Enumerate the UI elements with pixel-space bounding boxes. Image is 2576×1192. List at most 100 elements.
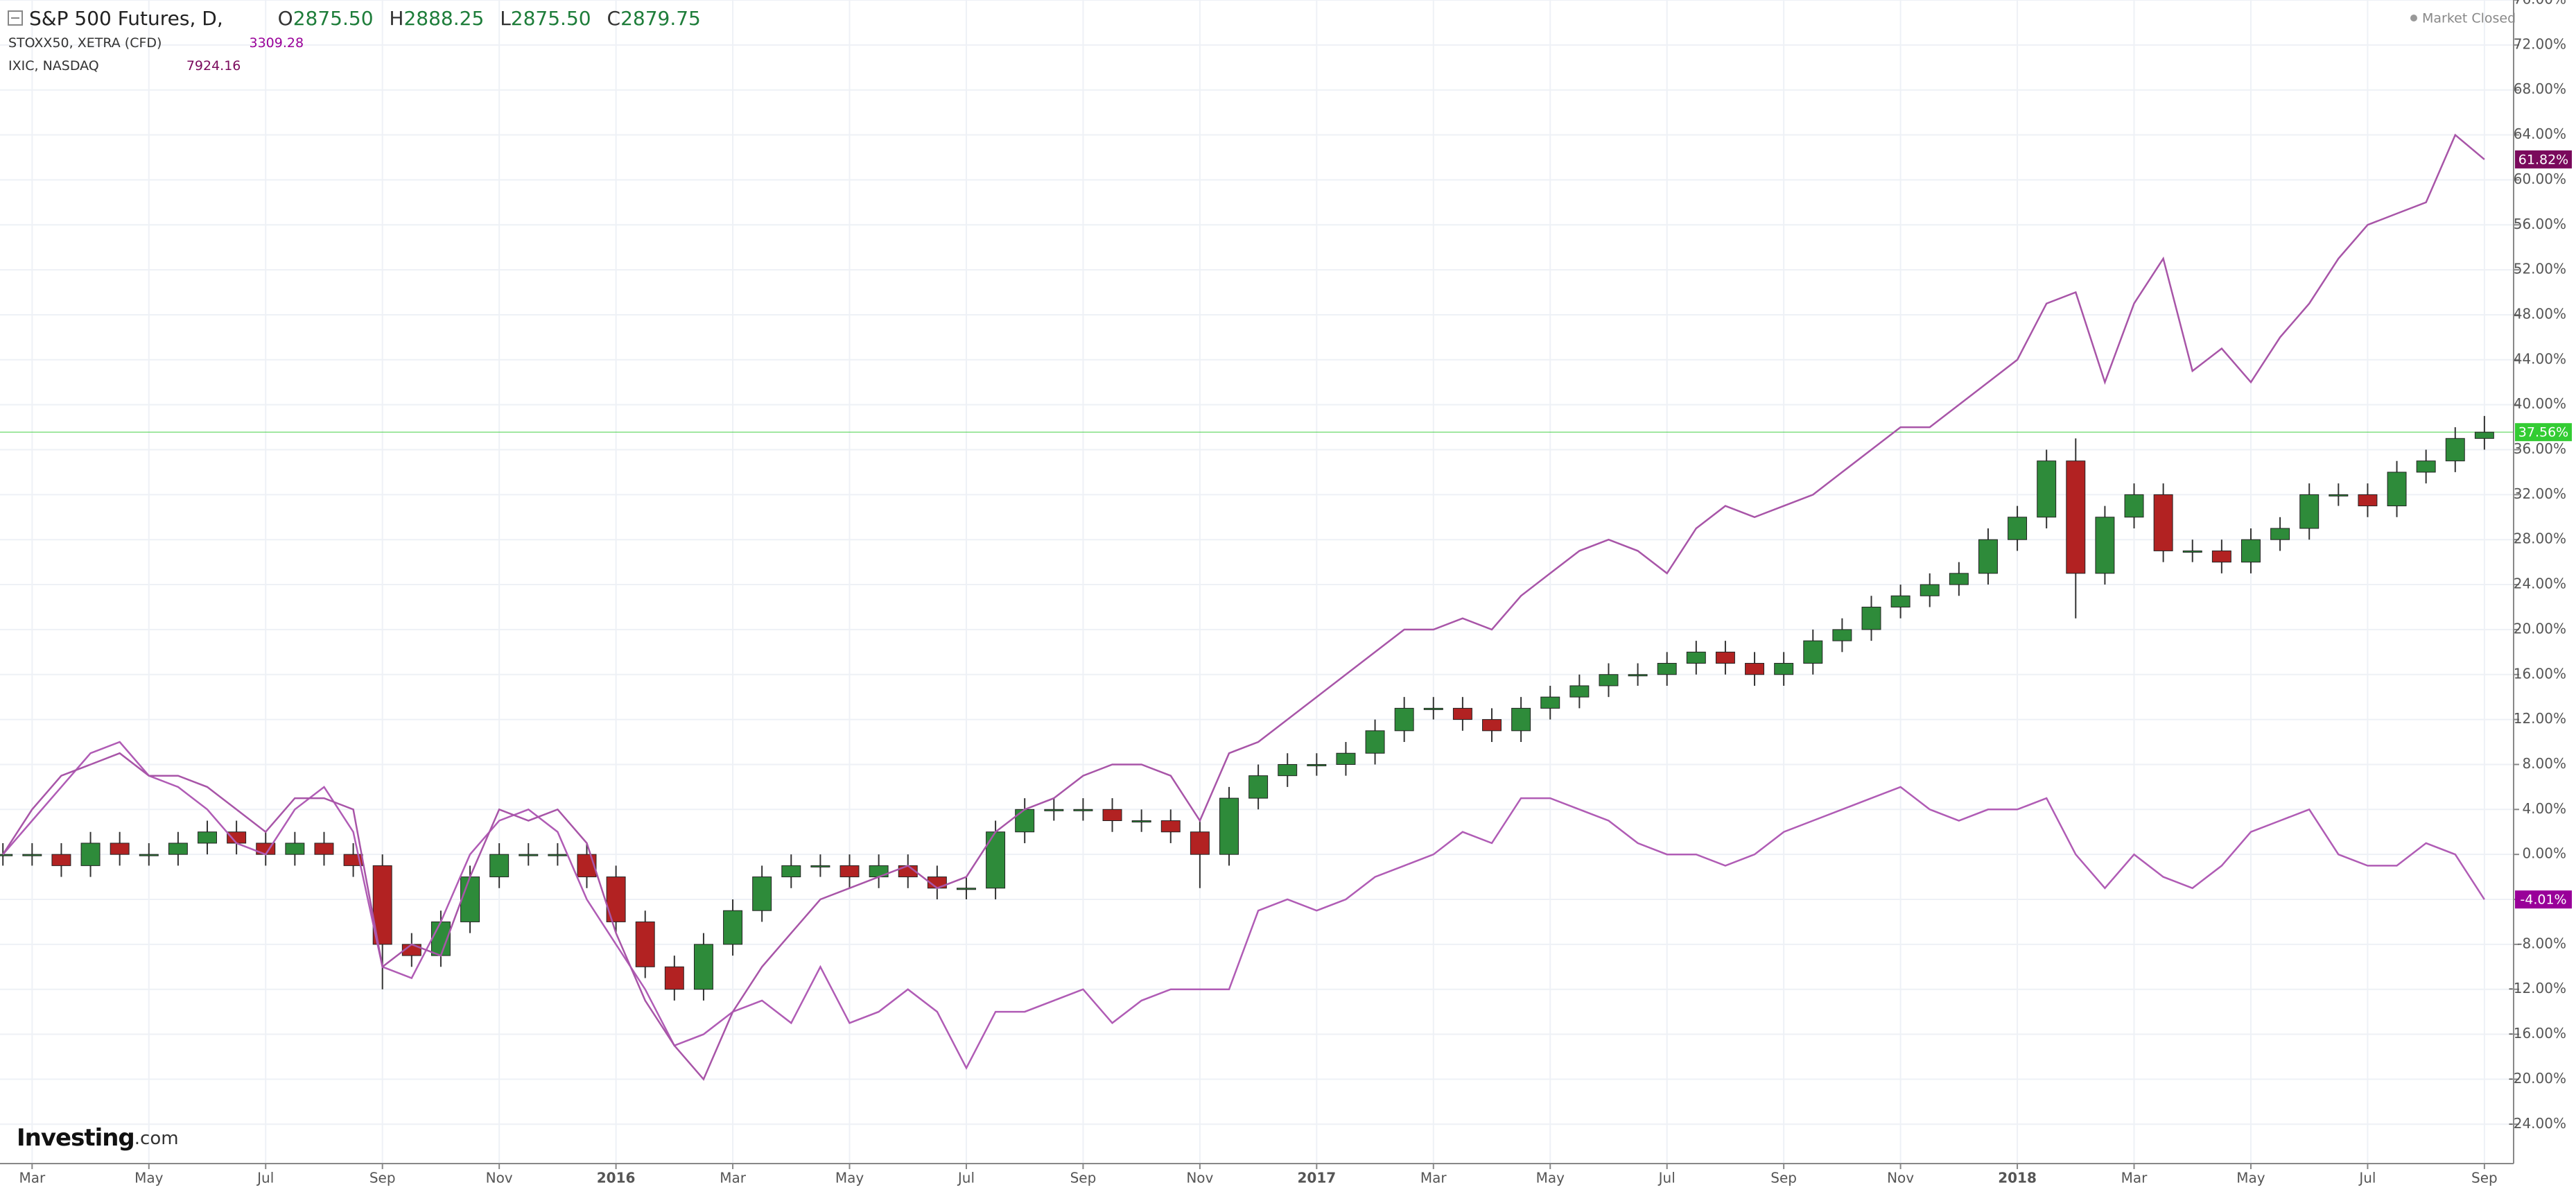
candle-body — [519, 854, 539, 856]
legend-entry: S&P 500 Futures, D, O2875.50 H2888.25 L2… — [29, 7, 701, 30]
candle-body — [1219, 797, 1239, 855]
price-label: 61.82% — [2518, 152, 2568, 167]
series-name: S&P 500 Futures, D, — [29, 7, 223, 30]
y-tick-label: 52.00% — [2514, 261, 2566, 277]
candle-body — [1131, 820, 1151, 823]
x-tick-label: 2016 — [597, 1170, 636, 1186]
candle-body — [2445, 438, 2465, 462]
candle-body — [635, 921, 655, 967]
x-tick-label: Jul — [957, 1170, 975, 1186]
candle-body — [2153, 494, 2173, 551]
y-tick-label: 36.00% — [2514, 440, 2566, 457]
candle-body — [80, 843, 101, 866]
candle-body — [2387, 472, 2407, 507]
candle-body — [664, 966, 684, 990]
candle-body — [2416, 460, 2436, 473]
candle-body — [2037, 460, 2057, 518]
y-tick-label: 44.00% — [2514, 350, 2566, 367]
x-tick-label: Nov — [1887, 1170, 1914, 1186]
candle-body — [2008, 517, 2028, 540]
y-tick-label: -12.00% — [2509, 980, 2566, 996]
candle-body — [489, 854, 510, 878]
candle-body — [1920, 584, 1940, 596]
candle-body — [723, 910, 743, 945]
candle-body — [2211, 550, 2231, 563]
line-series — [2, 133, 2485, 1081]
candle-body — [752, 876, 772, 911]
candle-body — [577, 854, 597, 878]
candle-body — [22, 854, 42, 856]
y-tick-label: 56.00% — [2514, 216, 2566, 232]
candle-body — [2066, 460, 2086, 574]
candle-body — [1160, 820, 1181, 833]
candle-body — [2474, 431, 2494, 439]
candle-body — [1657, 663, 1677, 675]
y-tick-label: 60.00% — [2514, 171, 2566, 187]
status-dot — [2410, 15, 2417, 21]
x-tick-label: May — [134, 1170, 164, 1186]
candle-body — [1278, 763, 1298, 777]
candle-body — [781, 865, 801, 878]
candle-body — [2329, 494, 2349, 496]
candle-body — [285, 843, 305, 855]
candle-body — [1482, 719, 1502, 732]
logo-brand: Investing — [17, 1124, 134, 1152]
x-tick-label: May — [1536, 1170, 1565, 1186]
candle-body — [1423, 707, 1443, 710]
x-tick-label: Sep — [2471, 1170, 2498, 1186]
candle-body — [1015, 809, 1035, 833]
x-tick-label: Sep — [369, 1170, 396, 1186]
x-tick-label: Mar — [2121, 1170, 2148, 1186]
legend-entry: STOXX50, XETRA (CFD) 3309.28 — [8, 35, 304, 51]
y-tick-label: -8.00% — [2517, 935, 2566, 951]
x-tick-label: Jul — [256, 1170, 274, 1186]
ohlc-label: L — [500, 7, 511, 30]
y-tick-label: 68.00% — [2514, 80, 2566, 97]
y-tick-label: 0.00% — [2522, 845, 2566, 862]
candle-body — [1978, 539, 1998, 574]
ohlc-label: O — [278, 7, 293, 30]
candle-body — [227, 831, 247, 844]
y-tick-label: 24.00% — [2514, 576, 2566, 592]
y-tick-label: 76.00% — [2514, 0, 2566, 8]
collapse-icon[interactable] — [8, 10, 23, 26]
plot — [0, 133, 2514, 1081]
candle-body — [0, 854, 13, 856]
candle-body — [1394, 707, 1414, 732]
candle-body — [1715, 651, 1735, 664]
y-tick-label: -24.00% — [2509, 1115, 2566, 1132]
candle-body — [1511, 707, 1531, 732]
series-name: IXIC, NASDAQ — [8, 58, 99, 74]
candle-body — [2182, 550, 2202, 553]
candle-body — [168, 843, 188, 855]
last-price: 7924.16 — [186, 58, 241, 74]
ohlc-value: 2875.50 — [511, 7, 591, 30]
x-tick-label: Mar — [720, 1170, 747, 1186]
x-tick-label: Sep — [1770, 1170, 1797, 1186]
candle-body — [1073, 809, 1093, 811]
last-price: 3309.28 — [250, 35, 304, 51]
y-tick-label: 12.00% — [2514, 710, 2566, 727]
x-tick-label: Mar — [1420, 1170, 1447, 1186]
series-name: STOXX50, XETRA (CFD) — [8, 35, 162, 51]
x-tick-label: 2017 — [1297, 1170, 1336, 1186]
candle-body — [1599, 674, 1619, 686]
candle-body — [1248, 775, 1269, 799]
ohlc-value: 2879.75 — [620, 7, 701, 30]
candle-body — [2270, 528, 2290, 540]
price-label: -4.01% — [2520, 892, 2566, 908]
candle-body — [693, 944, 713, 990]
price-label-box — [2515, 150, 2572, 169]
legend-entry: IXIC, NASDAQ 7924.16 — [8, 58, 241, 74]
x-tick-label: Mar — [19, 1170, 46, 1186]
y-tick-label: 16.00% — [2514, 665, 2566, 682]
ohlc-label: C — [607, 7, 621, 30]
market-status: Market Closed — [2422, 11, 2516, 26]
legend: S&P 500 Futures, D, O2875.50 H2888.25 L2… — [8, 7, 2516, 1152]
candle-body — [139, 854, 159, 856]
candle-body — [1832, 629, 1852, 641]
candle-body — [2124, 494, 2144, 518]
